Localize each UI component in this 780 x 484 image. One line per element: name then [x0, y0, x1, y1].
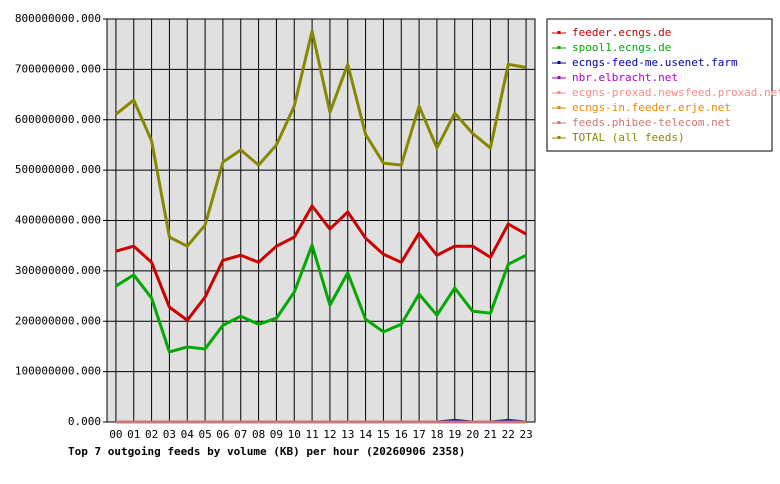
- y-tick-label: 400000000.000: [15, 214, 101, 227]
- x-tick-label: 21: [484, 428, 497, 441]
- x-tick-label: 12: [323, 428, 336, 441]
- legend-marker: [557, 91, 561, 94]
- y-tick-label: 700000000.000: [15, 62, 101, 75]
- y-tick-label: 300000000.000: [15, 264, 101, 277]
- x-tick-label: 18: [430, 428, 443, 441]
- chart-title: Top 7 outgoing feeds by volume (KB) per …: [68, 445, 465, 458]
- x-tick-label: 09: [270, 428, 283, 441]
- series-line: [114, 29, 527, 248]
- legend-marker: [557, 61, 561, 64]
- legend-label: nbr.elbracht.net: [572, 71, 678, 84]
- x-tick-label: 17: [412, 428, 425, 441]
- x-tick-label: 15: [377, 428, 390, 441]
- legend-label: feeder.ecngs.de: [572, 26, 671, 39]
- x-tick-label: 14: [359, 428, 373, 441]
- series-line: [115, 204, 527, 322]
- x-tick-label: 06: [216, 428, 229, 441]
- x-tick-label: 04: [181, 428, 195, 441]
- legend: [546, 18, 773, 152]
- x-tick-label: 13: [341, 428, 354, 441]
- x-tick-label: 02: [145, 428, 158, 441]
- x-tick-label: 23: [519, 428, 532, 441]
- x-tick-label: 22: [502, 428, 515, 441]
- legend-marker: [557, 121, 561, 124]
- legend-marker: [557, 46, 561, 49]
- y-tick-label: 0.000: [68, 415, 101, 428]
- legend-label: ecgns-proxad.newsfeed.proxad.net: [572, 86, 780, 99]
- x-tick-label: 01: [127, 428, 140, 441]
- y-tick-label: 500000000.000: [15, 163, 101, 176]
- x-tick-label: 05: [198, 428, 211, 441]
- y-tick-label: 600000000.000: [15, 113, 101, 126]
- legend-marker: [557, 106, 561, 109]
- y-tick-label: 200000000.000: [15, 314, 101, 327]
- x-tick-label: 10: [288, 428, 301, 441]
- x-tick-label: 07: [234, 428, 247, 441]
- legend-label: ecngs-in.feeder.erje.net: [572, 101, 731, 114]
- legend-label: feeds.phibee-telecom.net: [572, 116, 731, 129]
- x-tick-label: 08: [252, 428, 265, 441]
- series-line: [115, 243, 527, 354]
- x-tick-label: 00: [109, 428, 122, 441]
- y-tick-label: 100000000.000: [15, 365, 101, 378]
- legend-marker: [557, 76, 561, 79]
- x-tick-label: 11: [305, 428, 318, 441]
- y-tick-label: 800000000.000: [15, 12, 101, 25]
- legend-marker: [557, 31, 561, 34]
- legend-label: TOTAL (all feeds): [572, 131, 685, 144]
- x-tick-label: 16: [395, 428, 408, 441]
- x-tick-label: 19: [448, 428, 461, 441]
- x-tick-label: 20: [466, 428, 479, 441]
- legend-label: ecngs-feed-me.usenet.farm: [572, 56, 738, 69]
- legend-label: spool1.ecngs.de: [572, 41, 671, 54]
- x-tick-label: 03: [163, 428, 176, 441]
- legend-marker: [557, 136, 561, 139]
